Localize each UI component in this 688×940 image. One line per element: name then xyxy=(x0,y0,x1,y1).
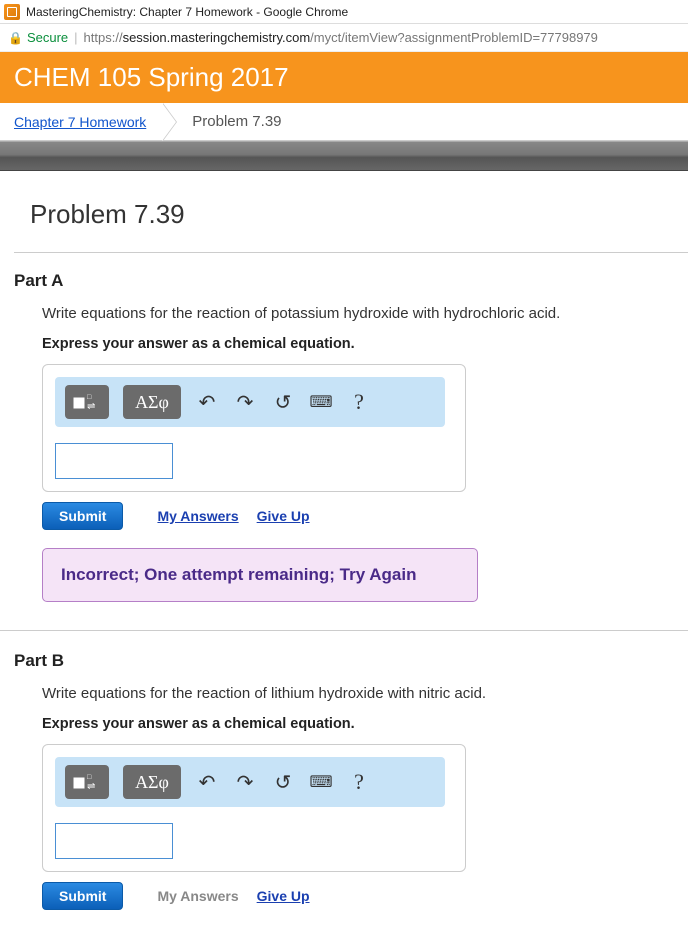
url-bar[interactable]: 🔒 Secure | https://session.masteringchem… xyxy=(0,24,688,52)
url-host: session.masteringchemistry.com xyxy=(123,30,311,45)
part-a-answer-box: □⇌ ΑΣφ ↶ ↷ ↺ ⌨ ? xyxy=(42,364,466,492)
breadcrumb-current: Problem 7.39 xyxy=(176,113,297,130)
redo-icon[interactable]: ↷ xyxy=(233,770,257,795)
url-text[interactable]: https://session.masteringchemistry.com/m… xyxy=(84,30,598,45)
part-a-prompt: Write equations for the reaction of pota… xyxy=(42,305,688,322)
part-b-give-up-link[interactable]: Give Up xyxy=(257,888,310,904)
greek-button[interactable]: ΑΣφ xyxy=(123,385,181,419)
svg-text:⇌: ⇌ xyxy=(87,781,95,791)
part-a-actions: Submit My Answers Give Up xyxy=(42,502,688,530)
lock-icon: 🔒 xyxy=(8,31,23,45)
part-b-actions: Submit My Answers Give Up xyxy=(42,882,688,910)
divider xyxy=(14,252,688,253)
part-b-equation-input[interactable] xyxy=(55,823,173,859)
course-title: CHEM 105 Spring 2017 xyxy=(14,62,289,92)
help-icon[interactable]: ? xyxy=(347,389,371,415)
part-a-links: My Answers Give Up xyxy=(157,508,309,524)
reset-icon[interactable]: ↺ xyxy=(271,770,295,795)
equation-toolbar: □⇌ ΑΣφ ↶ ↷ ↺ ⌨ ? xyxy=(55,377,445,427)
template-button[interactable]: □⇌ xyxy=(65,765,109,799)
url-prefix: https:// xyxy=(84,30,123,45)
part-b: Part B Write equations for the reaction … xyxy=(14,651,688,910)
problem-title: Problem 7.39 xyxy=(30,199,688,230)
course-banner: CHEM 105 Spring 2017 xyxy=(0,52,688,103)
part-a-my-answers-link[interactable]: My Answers xyxy=(157,508,238,524)
svg-text:⇌: ⇌ xyxy=(87,401,95,411)
keyboard-icon[interactable]: ⌨ xyxy=(309,392,333,412)
part-b-submit-button[interactable]: Submit xyxy=(42,882,123,910)
undo-icon[interactable]: ↶ xyxy=(195,390,219,415)
help-icon[interactable]: ? xyxy=(347,769,371,795)
undo-icon[interactable]: ↶ xyxy=(195,770,219,795)
part-a-instruction: Express your answer as a chemical equati… xyxy=(42,336,688,352)
equation-toolbar: □⇌ ΑΣφ ↶ ↷ ↺ ⌨ ? xyxy=(55,757,445,807)
part-a-submit-button[interactable]: Submit xyxy=(42,502,123,530)
part-b-answer-box: □⇌ ΑΣφ ↶ ↷ ↺ ⌨ ? xyxy=(42,744,466,872)
part-b-instruction: Express your answer as a chemical equati… xyxy=(42,716,688,732)
svg-text:□: □ xyxy=(87,394,92,401)
greek-button[interactable]: ΑΣφ xyxy=(123,765,181,799)
template-button[interactable]: □⇌ xyxy=(65,385,109,419)
divider: | xyxy=(74,30,77,45)
svg-text:□: □ xyxy=(87,774,92,781)
window-titlebar: MasteringChemistry: Chapter 7 Homework -… xyxy=(0,0,688,24)
part-b-heading: Part B xyxy=(14,651,688,671)
window-title: MasteringChemistry: Chapter 7 Homework -… xyxy=(26,5,348,19)
part-a-equation-input[interactable] xyxy=(55,443,173,479)
part-b-my-answers-link: My Answers xyxy=(157,888,238,904)
divider xyxy=(0,630,688,631)
part-a-feedback: Incorrect; One attempt remaining; Try Ag… xyxy=(42,548,478,602)
redo-icon[interactable]: ↷ xyxy=(233,390,257,415)
gradient-bar xyxy=(0,141,688,171)
favicon-icon xyxy=(4,4,20,20)
breadcrumb-parent-link[interactable]: Chapter 7 Homework xyxy=(0,103,162,140)
part-b-links: My Answers Give Up xyxy=(157,888,309,904)
content-area: Problem 7.39 Part A Write equations for … xyxy=(0,171,688,910)
reset-icon[interactable]: ↺ xyxy=(271,390,295,415)
secure-label: Secure xyxy=(27,30,68,45)
part-a-heading: Part A xyxy=(14,271,688,291)
keyboard-icon[interactable]: ⌨ xyxy=(309,772,333,792)
url-path: /myct/itemView?assignmentProblemID=77798… xyxy=(310,30,598,45)
part-a: Part A Write equations for the reaction … xyxy=(30,271,688,602)
part-a-give-up-link[interactable]: Give Up xyxy=(257,508,310,524)
chevron-right-icon xyxy=(162,103,176,141)
breadcrumb: Chapter 7 Homework Problem 7.39 xyxy=(0,103,688,141)
part-b-prompt: Write equations for the reaction of lith… xyxy=(42,685,688,702)
